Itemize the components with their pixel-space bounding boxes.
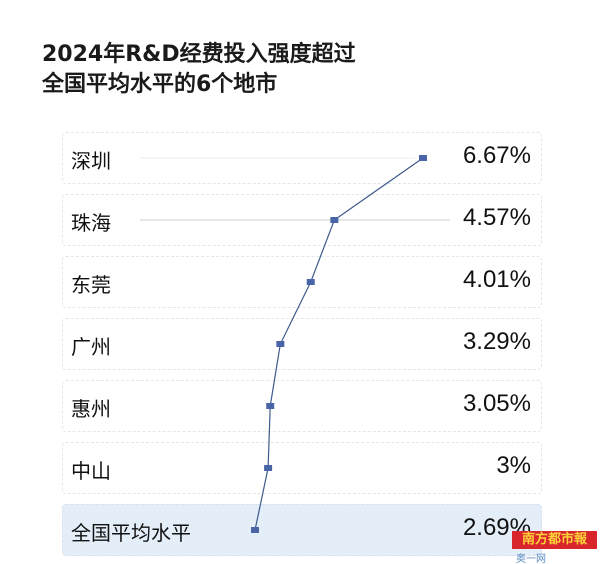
data-point — [330, 217, 339, 223]
data-label: 6.67% — [462, 142, 531, 169]
category-label: 全国平均水平 — [71, 521, 191, 545]
category-row: 中山 3% — [62, 442, 542, 494]
data-point — [264, 465, 273, 471]
category-row: 广州 3.29% — [62, 318, 542, 370]
category-label: 中山 — [71, 459, 111, 483]
category-row: 惠州 3.05% — [62, 380, 542, 432]
category-row: 深圳 6.67% — [62, 132, 542, 184]
newspaper-logo: 南方都市報 — [512, 531, 597, 549]
category-label: 东莞 — [71, 273, 111, 297]
data-label: 3% — [496, 452, 531, 479]
data-label: 4.01% — [462, 266, 531, 293]
category-label: 广州 — [71, 335, 111, 359]
category-label: 珠海 — [71, 211, 111, 235]
data-label: 4.57% — [462, 204, 531, 231]
data-point — [276, 341, 285, 347]
category-row: 珠海 4.57% — [62, 194, 542, 246]
data-point — [306, 279, 315, 285]
data-point — [266, 403, 275, 409]
data-label: 3.29% — [462, 328, 531, 355]
data-point — [418, 155, 427, 161]
chart-title-line-2: 全国平均水平的6个地市 — [42, 72, 278, 97]
site-watermark: 奥一网oeeee.com — [516, 554, 546, 564]
category-row: 东莞 4.01% — [62, 256, 542, 308]
data-point — [251, 527, 260, 533]
chart-title-line-1: 2024年R&D经费投入强度超过 — [42, 42, 356, 67]
category-label: 深圳 — [71, 149, 111, 173]
data-label: 3.05% — [462, 390, 531, 417]
category-label: 惠州 — [71, 397, 111, 421]
